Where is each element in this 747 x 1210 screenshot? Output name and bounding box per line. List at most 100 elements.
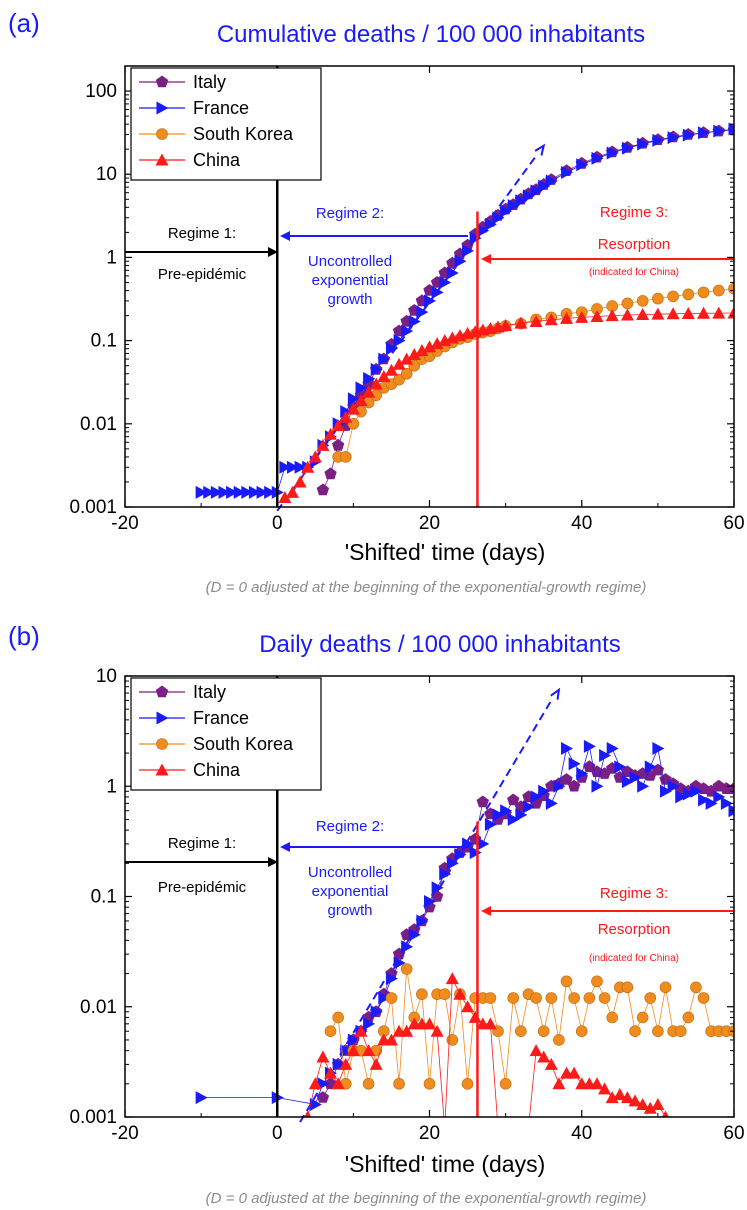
data-point-china [430, 1024, 444, 1037]
panel-a-regime2-annotation: Regime 2: Uncontrolled exponential growt… [280, 205, 468, 308]
data-point-china [628, 1094, 642, 1107]
data-point-italy [507, 793, 520, 806]
data-point-china [301, 460, 315, 473]
panel-a-cumulative-deaths: (a) Cumulative deaths / 100 000 inhabita… [8, 8, 745, 596]
data-point-france [591, 151, 604, 165]
data-point-france [599, 749, 612, 763]
data-point-france [431, 285, 444, 299]
data-point-china [316, 438, 330, 451]
data-point-china [278, 491, 292, 504]
data-point-china [369, 377, 383, 390]
x-tick-label: 20 [419, 513, 440, 534]
data-point-france [378, 991, 391, 1005]
data-point-france [264, 485, 277, 499]
data-point-china [598, 1082, 612, 1095]
data-point-china [384, 1033, 398, 1046]
data-point-china [346, 402, 360, 415]
x-tick-label: 0 [272, 1123, 283, 1144]
regime1-title: Regime 1: [168, 835, 236, 852]
x-tick-label: 60 [723, 1123, 744, 1144]
panel-b-daily-deaths: (b) Daily deaths / 100 000 inhabitants R… [8, 621, 745, 1207]
data-point-china [636, 308, 650, 321]
data-point-italy [560, 773, 573, 785]
data-point-china [514, 316, 528, 329]
y-tick-label: 0.1 [91, 331, 117, 352]
data-point-france [408, 928, 421, 942]
data-point-china [445, 972, 459, 985]
data-point-italy [476, 795, 489, 808]
data-point-france [446, 266, 459, 280]
data-point-china [529, 314, 543, 327]
data-point-south-korea [652, 1025, 664, 1038]
data-point-south-korea [438, 988, 451, 1000]
data-point-south-korea [682, 288, 695, 301]
data-point-south-korea [560, 975, 573, 988]
data-point-france [606, 146, 619, 160]
data-point-france [675, 790, 688, 804]
data-point-france [637, 137, 650, 151]
y-tick-label: 100 [85, 81, 117, 102]
data-point-france [355, 381, 368, 395]
data-point-france [545, 174, 558, 188]
data-point-china [293, 475, 307, 488]
data-point-south-korea [515, 1025, 527, 1038]
regime3-arrowhead [481, 254, 491, 264]
data-point-france [416, 305, 429, 319]
data-point-france [515, 194, 528, 208]
data-point-china [544, 313, 558, 326]
data-point-south-korea [621, 297, 634, 310]
data-point-france [347, 392, 360, 406]
data-point-china [605, 309, 619, 322]
panel-a-title: Cumulative deaths / 100 000 inhabitants [217, 21, 645, 48]
data-point-china [377, 370, 391, 383]
data-point-france [439, 275, 452, 289]
y-tick-label: 0.01 [80, 414, 117, 435]
data-point-france [340, 1044, 353, 1058]
regime3-text: Resorption [598, 921, 671, 938]
data-point-china [651, 1097, 665, 1110]
data-point-france [226, 485, 239, 499]
data-point-south-korea [537, 1025, 550, 1038]
data-point-france [538, 784, 551, 798]
data-point-south-korea [598, 992, 611, 1004]
data-point-france [195, 485, 208, 499]
legend-marker-italy [155, 685, 169, 698]
panel-a-xlabel: 'Shifted' time (days) [345, 539, 546, 565]
data-point-france [424, 895, 436, 909]
data-point-france [401, 324, 414, 338]
data-point-france [469, 846, 482, 860]
regime2-line1: Uncontrolled [308, 864, 392, 881]
data-point-france [728, 122, 734, 136]
data-point-france [210, 485, 223, 499]
data-point-china [384, 363, 398, 376]
data-point-china [316, 1050, 330, 1063]
regime3-subtext: (indicated for China) [589, 267, 679, 278]
data-point-france [576, 767, 589, 781]
data-point-france [522, 800, 535, 814]
panel-a-regime3-annotation: Regime 3: Resorption (indicated for Chin… [481, 204, 734, 278]
panel-a-axes: -20 0 20 40 60 0.001 0.01 0.1 1 10 100 [69, 65, 745, 534]
legend-marker-south-korea [156, 128, 168, 140]
data-point-south-korea [446, 1034, 459, 1046]
legend-marker-south-korea [156, 738, 168, 750]
data-point-south-korea [507, 992, 520, 1004]
data-point-south-korea [568, 992, 580, 1004]
data-point-china [605, 1091, 619, 1104]
data-point-south-korea [545, 992, 558, 1004]
data-point-france [705, 796, 718, 810]
data-point-china [324, 427, 338, 440]
data-point-china [324, 1066, 338, 1079]
y-tick-label: 0.01 [80, 997, 117, 1018]
legend-marker-france [156, 711, 169, 725]
data-point-south-korea [416, 988, 428, 1000]
data-point-france [690, 784, 703, 798]
data-point-china [400, 1024, 414, 1037]
data-point-france [256, 485, 269, 499]
panel-a-regime1-annotation: Regime 1: Pre-epidémic [125, 225, 278, 283]
legend-marker-italy [155, 75, 169, 88]
data-point-china [537, 1050, 551, 1063]
data-point-france [469, 231, 482, 245]
y-tick-label: 10 [96, 666, 117, 687]
data-point-china [331, 419, 345, 432]
data-point-south-korea [400, 367, 413, 380]
